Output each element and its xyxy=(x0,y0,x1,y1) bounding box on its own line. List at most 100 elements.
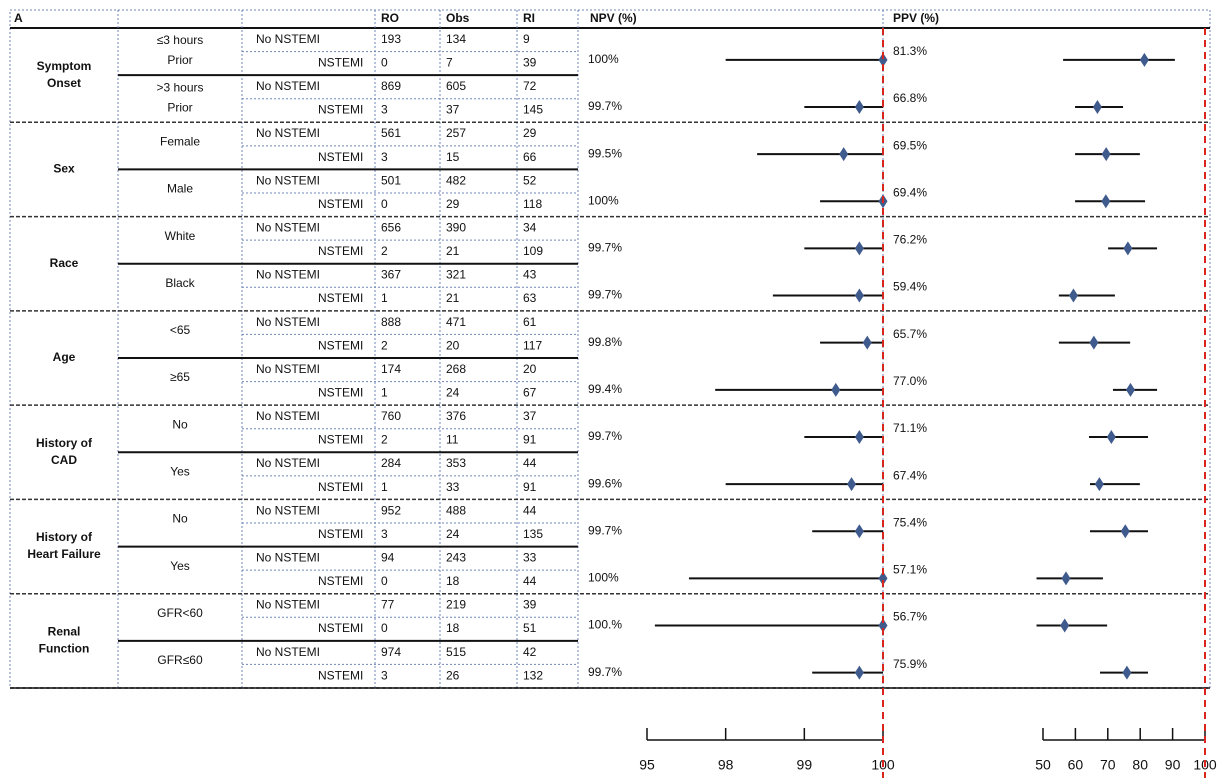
count: 257 xyxy=(446,126,466,140)
npv-label: 99.7% xyxy=(588,288,622,302)
ppv-label: 76.2% xyxy=(893,233,927,247)
count: 20 xyxy=(446,338,460,352)
count: 72 xyxy=(523,79,537,93)
count: 33 xyxy=(446,480,460,494)
count: 37 xyxy=(446,103,460,117)
ppv-tick-label: 90 xyxy=(1165,757,1181,773)
count: 321 xyxy=(446,268,466,282)
group-label: Sex xyxy=(53,162,75,176)
outcome-label: No NSTEMI xyxy=(256,551,320,565)
count: 117 xyxy=(523,338,542,352)
npv-label: 99.8% xyxy=(588,335,622,349)
count: 52 xyxy=(523,173,537,187)
count: 135 xyxy=(523,527,543,541)
count: 193 xyxy=(381,32,401,46)
outcome-label: NSTEMI xyxy=(318,291,363,305)
count: 1 xyxy=(381,291,388,305)
count: 3 xyxy=(381,150,388,164)
ppv-label: 57.1% xyxy=(893,563,927,577)
outcome-label: NSTEMI xyxy=(318,433,363,447)
count: 353 xyxy=(446,456,466,470)
count: 20 xyxy=(523,362,537,376)
npv-label: 99.7% xyxy=(588,523,622,537)
npv-point xyxy=(862,335,872,350)
npv-point xyxy=(854,429,864,444)
ppv-point xyxy=(1139,52,1149,67)
count: 15 xyxy=(446,150,460,164)
ppv-tick-label: 80 xyxy=(1132,757,1148,773)
ppv-label: 67.4% xyxy=(893,468,927,482)
ppv-tick-label: 50 xyxy=(1035,757,1051,773)
count: 482 xyxy=(446,173,466,187)
subgroup-label: Yes xyxy=(170,559,190,573)
subgroup-label: <65 xyxy=(170,323,191,337)
count: 67 xyxy=(523,386,537,400)
group-label: History of xyxy=(36,436,93,450)
npv-point xyxy=(854,665,864,680)
ppv-point xyxy=(1101,147,1111,162)
npv-point xyxy=(854,241,864,256)
ppv-label: 69.4% xyxy=(893,185,927,199)
column-header: RI xyxy=(523,11,535,25)
outcome-label: NSTEMI xyxy=(318,480,363,494)
count: 515 xyxy=(446,645,466,659)
count: 61 xyxy=(523,315,537,329)
count: 3 xyxy=(381,527,388,541)
count: 18 xyxy=(446,574,460,588)
outcome-label: No NSTEMI xyxy=(256,362,320,376)
count: 66 xyxy=(523,150,537,164)
outcome-label: NSTEMI xyxy=(318,56,363,70)
count: 21 xyxy=(446,244,460,258)
outcome-label: NSTEMI xyxy=(318,574,363,588)
count: 561 xyxy=(381,126,401,140)
npv-label: 99.7% xyxy=(588,99,622,113)
group-label: Renal xyxy=(48,625,81,639)
count: 888 xyxy=(381,315,401,329)
ppv-point xyxy=(1060,618,1070,633)
count: 21 xyxy=(446,291,460,305)
ppv-tick-label: 60 xyxy=(1068,757,1084,773)
count: 0 xyxy=(381,621,388,635)
count: 91 xyxy=(523,433,537,447)
npv-label: 99.7% xyxy=(588,665,622,679)
count: 390 xyxy=(446,221,466,235)
ppv-point xyxy=(1089,335,1099,350)
ppv-point xyxy=(1106,429,1116,444)
npv-point xyxy=(878,618,888,633)
subgroup-label: Male xyxy=(167,182,193,196)
ppv-point xyxy=(1120,524,1130,539)
ppv-label: 69.5% xyxy=(893,138,927,152)
count: 37 xyxy=(523,409,537,423)
subgroup-label: Black xyxy=(165,276,195,290)
count: 9 xyxy=(523,32,530,46)
subgroup-label: White xyxy=(165,229,196,243)
count: 44 xyxy=(523,574,537,588)
ppv-point xyxy=(1068,288,1078,303)
count: 656 xyxy=(381,221,401,235)
subgroup-label: Prior xyxy=(167,100,192,114)
count: 7 xyxy=(446,56,453,70)
count: 0 xyxy=(381,56,388,70)
count: 2 xyxy=(381,338,388,352)
count: 134 xyxy=(446,32,466,46)
npv-header: NPV (%) xyxy=(590,11,637,25)
group-label: Race xyxy=(50,256,79,270)
count: 1 xyxy=(381,386,388,400)
outcome-label: No NSTEMI xyxy=(256,221,320,235)
count: 145 xyxy=(523,103,543,117)
outcome-label: No NSTEMI xyxy=(256,409,320,423)
count: 605 xyxy=(446,79,466,93)
count: 974 xyxy=(381,645,401,659)
ppv-label: 71.1% xyxy=(893,421,927,435)
count: 284 xyxy=(381,456,401,470)
outcome-label: NSTEMI xyxy=(318,668,363,682)
outcome-label: NSTEMI xyxy=(318,338,363,352)
count: 501 xyxy=(381,173,401,187)
count: 488 xyxy=(446,503,466,517)
subgroup-label: Yes xyxy=(170,464,190,478)
ppv-point xyxy=(1122,665,1132,680)
ppv-point xyxy=(1123,241,1133,256)
npv-label: 99.7% xyxy=(588,429,622,443)
count: 24 xyxy=(446,386,460,400)
outcome-label: No NSTEMI xyxy=(256,598,320,612)
